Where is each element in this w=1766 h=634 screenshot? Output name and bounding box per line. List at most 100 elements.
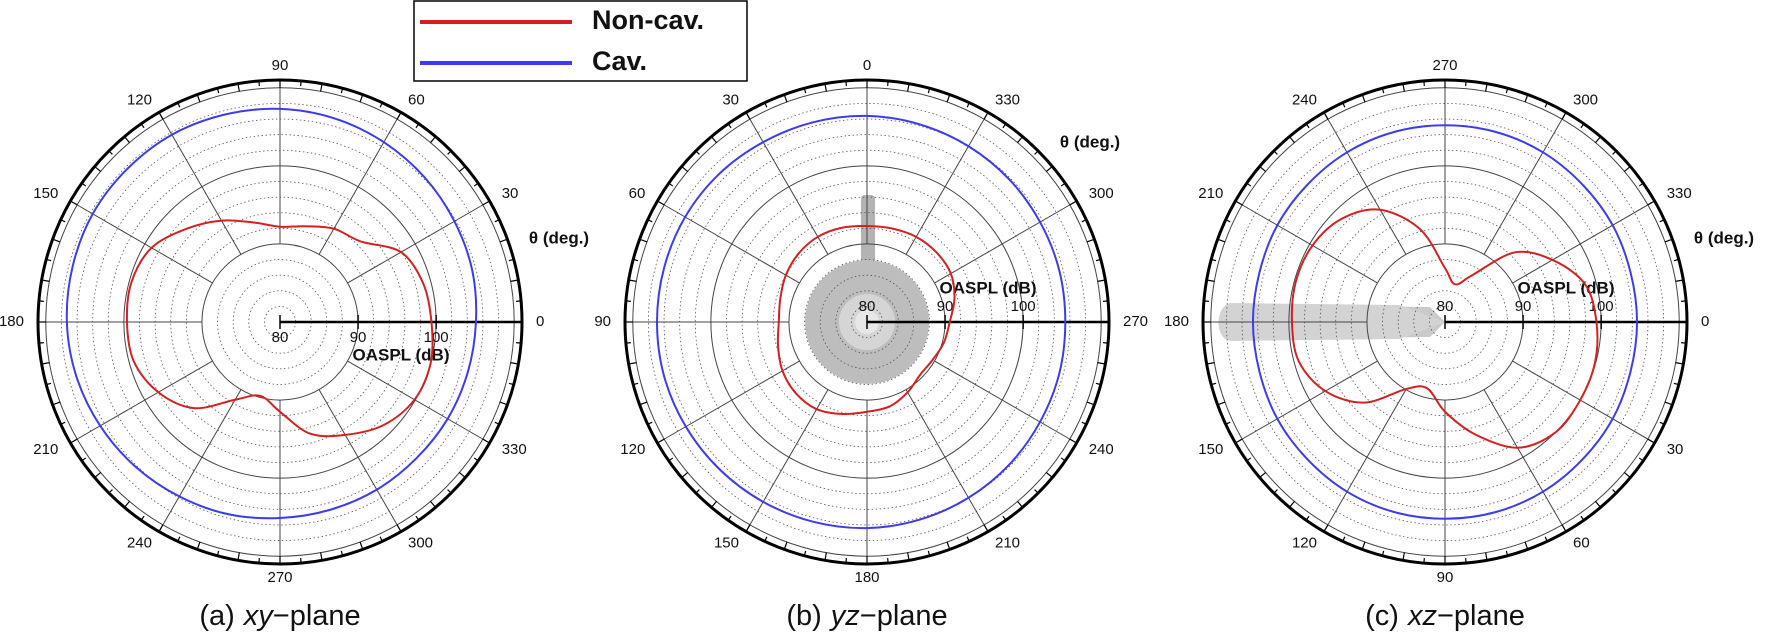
theta-tick-label: 0 [1701, 313, 1709, 330]
spoke [70, 200, 213, 284]
spoke [1323, 389, 1407, 532]
theta-tick-label: 90 [594, 313, 611, 330]
theta-axis-title: θ (deg.) [1060, 132, 1120, 151]
rim-tick [1647, 200, 1655, 206]
rim-tick [983, 524, 989, 532]
rim-tick [1206, 362, 1215, 365]
theta-tick-label: 270 [267, 569, 292, 586]
caption-plane: yz [829, 600, 861, 632]
spoke [347, 200, 490, 284]
legend-label: Cav. [592, 46, 647, 76]
series-line [656, 114, 1067, 530]
rim-tick [482, 200, 490, 206]
rim-tick [1273, 489, 1278, 494]
rim-tick [1342, 536, 1346, 542]
rim-tick [379, 102, 383, 108]
rim-tick [1095, 258, 1101, 262]
rim-tick [966, 536, 970, 542]
spoke [1483, 389, 1567, 532]
theta-tick-label: 240 [1089, 441, 1114, 458]
rim-tick [1069, 438, 1077, 444]
rim-tick [710, 136, 718, 144]
rim-tick [1002, 515, 1007, 521]
rim-tick [1342, 102, 1346, 108]
theta-tick-label: 240 [127, 535, 152, 552]
rim-tick [499, 238, 508, 243]
spoke [1323, 112, 1407, 255]
rim-tick [237, 552, 240, 561]
theta-tick-label: 150 [714, 535, 739, 552]
rim-tick [628, 362, 637, 365]
rim-tick [1259, 471, 1267, 479]
rim-tick [983, 112, 989, 120]
rim-tick [907, 83, 910, 92]
rim-tick [639, 238, 648, 243]
radial-tick-label: 80 [1437, 298, 1454, 315]
spoke [905, 112, 989, 255]
rim-tick [1673, 258, 1679, 262]
rim-tick [1034, 150, 1039, 155]
rim-tick [1016, 136, 1024, 144]
rim-tick [1485, 552, 1488, 561]
rim-tick [1638, 182, 1644, 187]
rim-tick [710, 500, 718, 508]
rim-tick [1505, 88, 1509, 94]
rim-tick [508, 382, 514, 386]
rim-tick [340, 550, 344, 556]
rim-tick [320, 83, 323, 92]
rim-tick [494, 421, 500, 425]
rim-tick [340, 88, 344, 94]
theta-tick-label: 0 [536, 313, 544, 330]
rim-tick [1086, 401, 1095, 406]
caption-label: (c) [1365, 600, 1399, 632]
rim-tick [1069, 200, 1077, 206]
rim-tick [745, 524, 751, 532]
series-line [125, 219, 434, 438]
radial-tick-label: 90 [1515, 298, 1532, 315]
theta-tick-label: 0 [863, 57, 871, 74]
rim-tick [216, 550, 220, 556]
theta-tick-label: 120 [1292, 535, 1317, 552]
rim-tick [46, 258, 52, 262]
rim-tick [946, 541, 951, 550]
rim-tick [108, 150, 113, 155]
rim-tick [196, 94, 201, 103]
rim-tick [907, 552, 910, 561]
spoke [318, 112, 402, 255]
rim-tick [681, 471, 689, 479]
rim-tick [415, 515, 420, 521]
radial-tick-label: 100 [424, 329, 449, 346]
rim-tick [1594, 500, 1602, 508]
rim-tick [1623, 165, 1631, 173]
theta-tick-label: 210 [33, 441, 58, 458]
rim-tick [1664, 238, 1673, 243]
rim-tick [447, 150, 452, 155]
spoke [1235, 360, 1378, 444]
theta-tick-label: 180 [854, 569, 879, 586]
rim-tick [647, 219, 653, 223]
rim-tick [396, 112, 402, 120]
rim-tick [966, 102, 970, 108]
rim-tick [1097, 279, 1106, 282]
rim-tick [81, 457, 87, 462]
theta-tick-label: 150 [33, 185, 58, 202]
rim-tick [764, 536, 768, 542]
rim-tick [158, 524, 164, 532]
spoke [1235, 200, 1378, 284]
rim-tick [429, 500, 437, 508]
theta-tick-label: 330 [1667, 185, 1692, 202]
rim-tick [1206, 279, 1215, 282]
rim-tick [1217, 238, 1226, 243]
rim-tick [695, 489, 700, 494]
theta-tick-label: 300 [1573, 91, 1598, 108]
rim-tick [1664, 401, 1673, 406]
rim-tick [140, 515, 145, 521]
rim-tick [52, 401, 61, 406]
rim-tick [1544, 102, 1548, 108]
rim-tick [396, 524, 402, 532]
rim-tick [1580, 123, 1585, 129]
radial-axis-title: OASPL (dB) [1518, 278, 1615, 297]
